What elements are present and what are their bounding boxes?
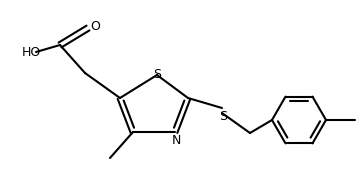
Text: O: O bbox=[90, 19, 100, 33]
Text: S: S bbox=[219, 110, 227, 122]
Text: S: S bbox=[153, 68, 161, 80]
Text: N: N bbox=[171, 134, 181, 148]
Text: HO: HO bbox=[22, 45, 41, 59]
